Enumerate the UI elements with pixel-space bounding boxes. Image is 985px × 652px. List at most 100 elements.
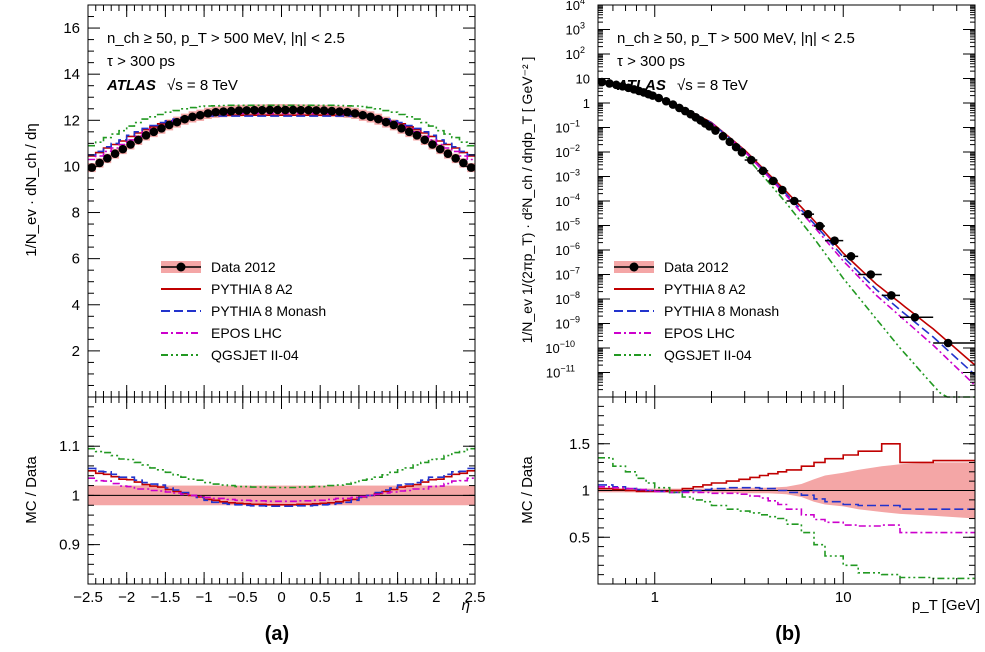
eta-x-tick-label: 1.5 xyxy=(387,589,408,606)
legend-label-pythia-monash: PYTHIA 8 Monash xyxy=(211,303,326,319)
eta-plot-area xyxy=(87,104,476,173)
eta-data-point xyxy=(366,112,375,122)
pt-data-point xyxy=(718,131,728,141)
legend-label-data: Data 2012 xyxy=(664,259,729,275)
eta-legend: Data 2012 PYTHIA 8 A2 PYTHIA 8 Monash EP… xyxy=(161,259,326,363)
pt-data-point xyxy=(654,93,664,103)
eta-x-tick-label: −2 xyxy=(118,589,135,606)
eta-data-point xyxy=(226,106,236,116)
eta-data-point xyxy=(219,107,228,116)
pt-data-point xyxy=(711,126,720,135)
eta-data-point xyxy=(265,105,275,115)
eta-data-point xyxy=(428,140,437,149)
pt-annotation-experiment: ATLAS xyxy=(616,77,666,94)
pt-y-tick-label: 1 xyxy=(583,96,590,111)
pt-ratio-y-tick-label: 1.5 xyxy=(569,436,590,453)
legend-label-epos: EPOS LHC xyxy=(211,325,282,341)
eta-data-point xyxy=(397,124,406,133)
legend-label-qgsjet: QGSJET II-04 xyxy=(664,347,752,363)
pt-y-tick-label: 104 xyxy=(566,0,585,13)
pt-ratio-y-axis-title: MC / Data xyxy=(519,456,536,524)
eta-ratio-y-tick-label: 0.9 xyxy=(59,537,80,554)
eta-data-point xyxy=(172,117,182,127)
eta-ratio-curve-qgsjet-ii-04 xyxy=(88,447,475,489)
eta-data-point xyxy=(296,105,306,115)
eta-y-tick-label: 12 xyxy=(63,112,80,129)
eta-data-point xyxy=(350,109,360,118)
eta-data-point xyxy=(373,114,383,124)
eta-data-point xyxy=(195,110,205,120)
pt-y-tick-label: 103 xyxy=(566,21,585,38)
eta-data-point xyxy=(188,112,197,122)
eta-data-point xyxy=(257,105,267,115)
pt-data-point xyxy=(768,176,778,186)
eta-x-axis-title: η xyxy=(462,597,470,614)
pt-data-point xyxy=(830,236,839,245)
pt-data-point xyxy=(731,142,741,152)
pt-ratio-plot-area xyxy=(598,443,975,580)
eta-data-point xyxy=(435,144,445,154)
eta-axes: 2 4 6 8 10 12 14 16 −2.5 −2 −1.5 −1 −0.5 0 0.5 1 1.5 2 2.5… xyxy=(59,5,485,606)
panel-b: 10−1110−1010−910−810−710−610−510−410−310… xyxy=(519,0,980,645)
eta-ratio-y-axis-title: MC / Data xyxy=(23,456,40,524)
pt-curve-qgsjet-ii-04 xyxy=(597,78,975,398)
pt-annotation-lifetime: τ > 300 ps xyxy=(617,53,685,70)
pt-y-tick-label: 102 xyxy=(566,45,585,62)
pt-annotation-selection: n_ch ≥ 50, p_T > 500 MeV, |η| < 2.5 xyxy=(617,30,855,47)
eta-curve-pythia-8-monash xyxy=(88,115,475,156)
eta-x-tick-label: 0 xyxy=(277,589,285,606)
eta-data-point xyxy=(180,114,190,124)
legend-label-data: Data 2012 xyxy=(211,259,276,275)
eta-data-point xyxy=(141,130,151,140)
eta-x-tick-label: 1 xyxy=(355,589,363,606)
pt-axes: 10−1110−1010−910−810−710−610−510−410−310… xyxy=(545,0,976,606)
eta-y-tick-label: 4 xyxy=(72,297,80,314)
eta-data-point xyxy=(342,107,352,117)
panel-a: 2 4 6 8 10 12 14 16 −2.5 −2 −1.5 −1 −0.5 0 0.5 1 1.5 2 2.5… xyxy=(23,4,485,645)
pt-y-tick-label: 10−6 xyxy=(555,241,580,258)
eta-x-tick-label: 2.5 xyxy=(465,589,486,606)
eta-data-point xyxy=(358,110,368,120)
legend-label-epos: EPOS LHC xyxy=(664,325,735,341)
pt-y-tick-label: 10−7 xyxy=(555,266,580,283)
eta-y-tick-label: 8 xyxy=(72,205,80,222)
pt-plot-area xyxy=(597,77,976,398)
pt-y-tick-label: 10−5 xyxy=(555,217,580,234)
eta-curve-qgsjet-ii-04 xyxy=(88,104,475,147)
legend-data-marker xyxy=(629,262,639,272)
eta-data-point xyxy=(319,106,329,115)
eta-data-point xyxy=(164,120,174,130)
pt-ratio-curve-epos-lhc xyxy=(598,486,975,534)
pt-annotation-energy: √s = 8 TeV xyxy=(677,77,748,94)
pt-curve-pythia-8-a2 xyxy=(597,80,976,366)
pt-data-point xyxy=(803,209,813,219)
eta-data-point xyxy=(412,130,422,140)
eta-data-point xyxy=(335,107,344,116)
eta-data-point xyxy=(273,105,282,115)
eta-data-point xyxy=(451,154,460,163)
eta-data-point xyxy=(234,106,244,115)
eta-data-point xyxy=(118,144,128,154)
eta-data-point xyxy=(110,149,120,159)
legend-label-pythia-a2: PYTHIA 8 A2 xyxy=(211,281,293,297)
eta-y-tick-label: 6 xyxy=(72,251,80,268)
pt-ratio-y-tick-label: 1 xyxy=(582,483,590,500)
eta-data-point xyxy=(466,163,476,172)
legend-label-pythia-monash: PYTHIA 8 Monash xyxy=(664,303,779,319)
pt-curve-pythia-8-monash xyxy=(597,80,976,376)
pt-data-point xyxy=(705,121,714,131)
pt-y-tick-label: 10−3 xyxy=(555,168,580,185)
eta-data-point xyxy=(443,149,453,159)
eta-data-point xyxy=(250,105,259,115)
eta-data-point xyxy=(304,105,313,115)
eta-data-point xyxy=(404,127,414,137)
pt-data-point xyxy=(943,338,953,348)
pt-y-tick-label: 10 xyxy=(576,72,590,87)
eta-data-point xyxy=(312,106,321,115)
eta-data-point xyxy=(157,124,166,133)
eta-data-point xyxy=(87,163,97,172)
legend-data-marker xyxy=(176,262,186,272)
pt-data-point xyxy=(668,100,678,109)
pt-y-tick-label: 10−8 xyxy=(555,290,580,307)
